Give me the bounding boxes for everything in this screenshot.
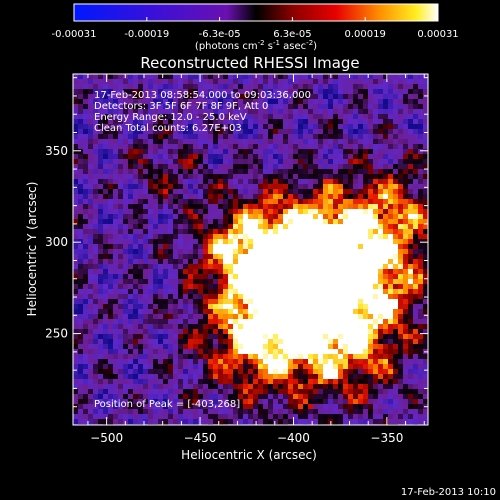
y-tick-label: 300 <box>45 235 68 249</box>
colorbar-ticks: -0.00031 -0.00019 -6.3e-05 6.3e-05 0.00019 0.… <box>52 17 459 40</box>
colorbar-units: (photons cm-2 s-1 asec-2) <box>195 39 317 52</box>
colorbar-tick-label: 0.00019 <box>345 29 386 40</box>
y-axis-label: Heliocentric Y (arcsec) <box>25 182 39 317</box>
annotation-line: Detectors: 3F 5F 6F 7F 8F 9F, Att 0 <box>94 101 268 112</box>
colorbar-tick-label: -0.00019 <box>124 29 169 40</box>
colorbar-tick-label: 6.3e-05 <box>273 29 311 40</box>
colorbar-tick-label: -6.3e-05 <box>199 29 241 40</box>
colorbar-tick-label: 0.00031 <box>417 29 458 40</box>
plot-frame <box>72 73 429 426</box>
annotation-line: Energy Range: 12.0 - 25.0 keV <box>94 112 247 123</box>
x-tick-label: −450 <box>184 431 217 445</box>
annotation-line: 17-Feb-2013 08:58:54.000 to 09:03:36.000 <box>94 90 311 101</box>
x-tick-label: −500 <box>90 431 123 445</box>
footer-timestamp: 17-Feb-2013 10:10 <box>401 487 496 498</box>
peak-position-label: Position of Peak = [-403,268] <box>94 399 240 410</box>
annotations: 17-Feb-2013 08:58:54.000 to 09:03:36.000… <box>94 90 311 134</box>
colorbar-tick-label: -0.00031 <box>52 29 97 40</box>
colorbar <box>73 3 439 22</box>
chart-title: Reconstructed RHESSI Image <box>140 54 359 72</box>
heatmap-image <box>73 74 428 425</box>
x-tick-label: −350 <box>370 431 403 445</box>
annotation-line: Clean Total counts: 6.27E+03 <box>94 123 242 134</box>
axis-ticks: −500 −450 −400 −350 250 300 350 <box>45 74 428 445</box>
x-tick-label: −400 <box>277 431 310 445</box>
y-tick-label: 350 <box>45 144 68 158</box>
y-tick-label: 250 <box>45 327 68 341</box>
x-axis-label: Heliocentric X (arcsec) <box>181 448 317 462</box>
